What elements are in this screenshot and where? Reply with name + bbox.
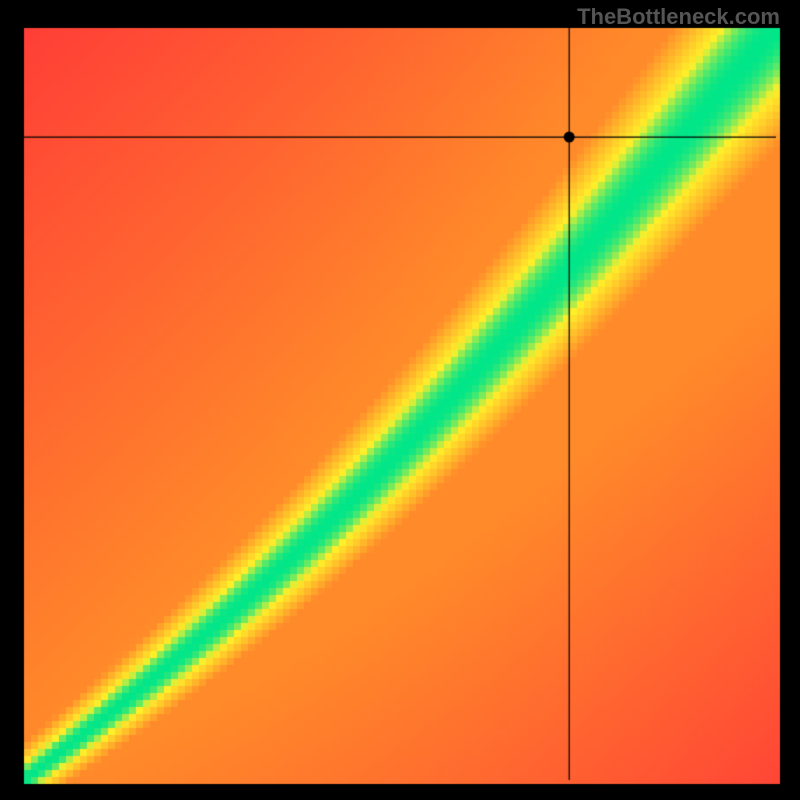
watermark-text: TheBottleneck.com xyxy=(577,4,780,30)
bottleneck-heatmap xyxy=(0,0,800,800)
chart-container: TheBottleneck.com xyxy=(0,0,800,800)
